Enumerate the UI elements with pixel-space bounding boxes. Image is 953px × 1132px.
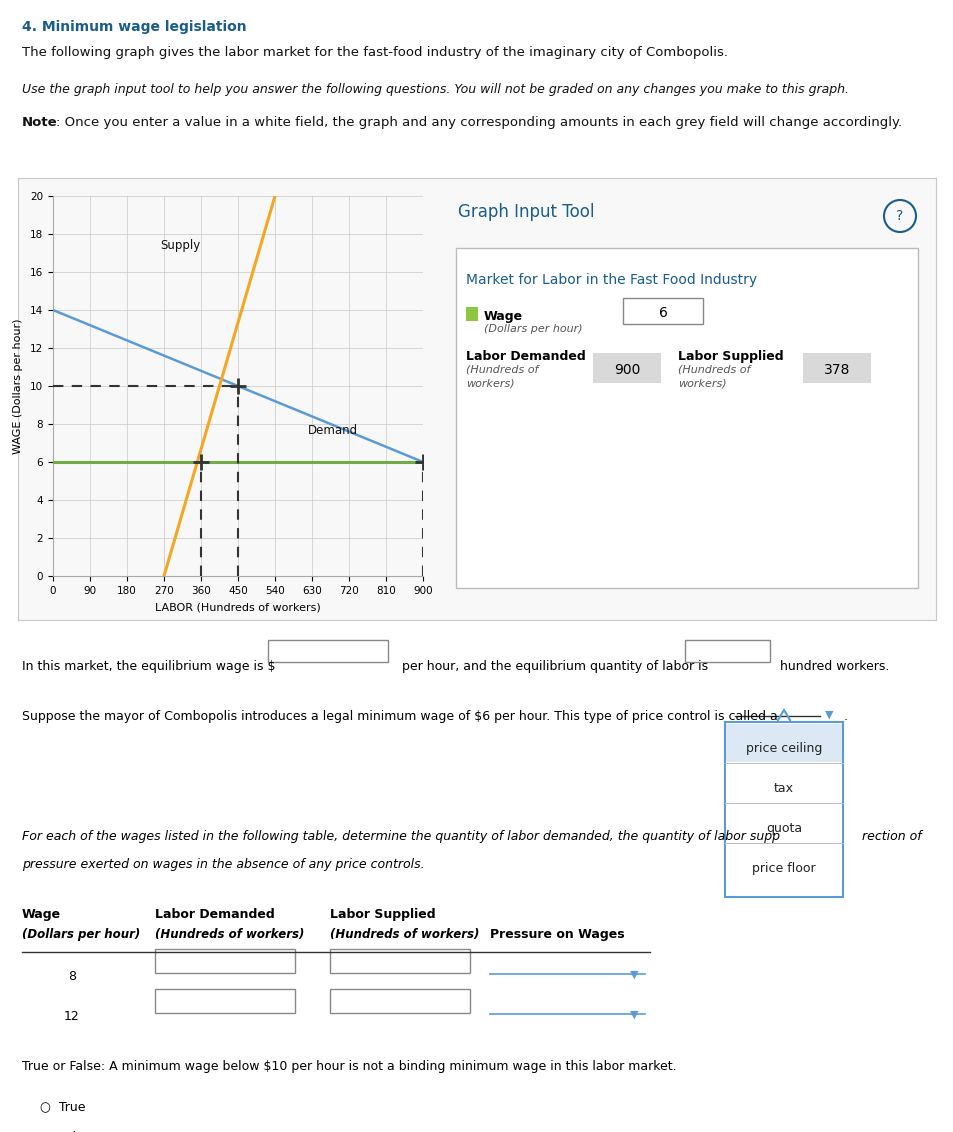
Text: rection of: rection of bbox=[862, 830, 921, 843]
Text: Pressure on Wages: Pressure on Wages bbox=[490, 928, 624, 941]
Text: (Hundreds of workers): (Hundreds of workers) bbox=[154, 928, 304, 941]
Text: workers): workers) bbox=[678, 378, 726, 388]
Text: True or False: A minimum wage below $10 per hour is not a binding minimum wage i: True or False: A minimum wage below $10 … bbox=[22, 1060, 676, 1073]
Text: (Dollars per hour): (Dollars per hour) bbox=[22, 928, 140, 941]
Text: ▼: ▼ bbox=[824, 710, 833, 720]
FancyBboxPatch shape bbox=[593, 353, 660, 383]
Text: .: . bbox=[840, 710, 847, 723]
Text: The following graph gives the labor market for the fast-food industry of the ima: The following graph gives the labor mark… bbox=[22, 46, 727, 59]
Text: Supply: Supply bbox=[160, 239, 200, 252]
FancyBboxPatch shape bbox=[802, 353, 870, 383]
Text: Use the graph input tool to help you answer the following questions. You will no: Use the graph input tool to help you ans… bbox=[22, 83, 848, 96]
Text: In this market, the equilibrium wage is $: In this market, the equilibrium wage is … bbox=[22, 660, 275, 674]
Text: 8: 8 bbox=[68, 970, 76, 983]
Text: Graph Input Tool: Graph Input Tool bbox=[457, 203, 594, 221]
Y-axis label: WAGE (Dollars per hour): WAGE (Dollars per hour) bbox=[13, 318, 23, 454]
FancyBboxPatch shape bbox=[154, 949, 294, 974]
FancyBboxPatch shape bbox=[725, 764, 841, 801]
Text: ○  True: ○ True bbox=[40, 1100, 86, 1113]
FancyBboxPatch shape bbox=[622, 298, 702, 324]
Text: tax: tax bbox=[773, 782, 793, 795]
Text: : Once you enter a value in a white field, the graph and any corresponding amoun: : Once you enter a value in a white fiel… bbox=[56, 115, 902, 129]
Text: ▼: ▼ bbox=[629, 1010, 638, 1020]
Text: ▼: ▼ bbox=[629, 970, 638, 980]
Text: per hour, and the equilibrium quantity of labor is: per hour, and the equilibrium quantity o… bbox=[397, 660, 711, 674]
Text: Labor Supplied: Labor Supplied bbox=[330, 908, 436, 921]
Text: Wage: Wage bbox=[22, 908, 61, 921]
Text: 12: 12 bbox=[64, 1010, 80, 1023]
FancyBboxPatch shape bbox=[330, 949, 470, 974]
Text: Demand: Demand bbox=[308, 423, 357, 437]
Text: quota: quota bbox=[765, 822, 801, 835]
FancyBboxPatch shape bbox=[725, 844, 841, 882]
Text: 378: 378 bbox=[823, 363, 849, 377]
Text: Labor Supplied: Labor Supplied bbox=[678, 350, 782, 363]
FancyBboxPatch shape bbox=[725, 724, 841, 762]
X-axis label: LABOR (Hundreds of workers): LABOR (Hundreds of workers) bbox=[155, 602, 320, 612]
Text: (Hundreds of: (Hundreds of bbox=[465, 365, 537, 375]
Text: Market for Labor in the Fast Food Industry: Market for Labor in the Fast Food Indust… bbox=[465, 273, 757, 288]
Text: Labor Demanded: Labor Demanded bbox=[465, 350, 585, 363]
Text: Labor Demanded: Labor Demanded bbox=[154, 908, 274, 921]
Text: price floor: price floor bbox=[751, 861, 815, 875]
Text: 4. Minimum wage legislation: 4. Minimum wage legislation bbox=[22, 20, 247, 34]
FancyBboxPatch shape bbox=[724, 722, 842, 897]
Text: (Hundreds of: (Hundreds of bbox=[678, 365, 750, 375]
Text: ○  False: ○ False bbox=[40, 1130, 91, 1132]
FancyBboxPatch shape bbox=[456, 248, 917, 588]
Text: pressure exerted on wages in the absence of any price controls.: pressure exerted on wages in the absence… bbox=[22, 858, 424, 871]
FancyBboxPatch shape bbox=[154, 989, 294, 1013]
Text: (Dollars per hour): (Dollars per hour) bbox=[483, 324, 582, 334]
Text: For each of the wages listed in the following table, determine the quantity of l: For each of the wages listed in the foll… bbox=[22, 830, 780, 843]
Text: Note: Note bbox=[22, 115, 57, 129]
FancyBboxPatch shape bbox=[330, 989, 470, 1013]
Text: workers): workers) bbox=[465, 378, 514, 388]
FancyBboxPatch shape bbox=[725, 804, 841, 842]
Text: Wage: Wage bbox=[483, 310, 522, 323]
FancyBboxPatch shape bbox=[684, 640, 769, 662]
FancyBboxPatch shape bbox=[465, 307, 477, 321]
Text: ?: ? bbox=[896, 209, 902, 223]
Text: 6: 6 bbox=[658, 306, 667, 320]
Text: 900: 900 bbox=[613, 363, 639, 377]
Text: Suppose the mayor of Combopolis introduces a legal minimum wage of $6 per hour. : Suppose the mayor of Combopolis introduc… bbox=[22, 710, 777, 723]
FancyBboxPatch shape bbox=[268, 640, 388, 662]
Text: (Hundreds of workers): (Hundreds of workers) bbox=[330, 928, 478, 941]
Text: hundred workers.: hundred workers. bbox=[775, 660, 888, 674]
Text: price ceiling: price ceiling bbox=[745, 741, 821, 755]
